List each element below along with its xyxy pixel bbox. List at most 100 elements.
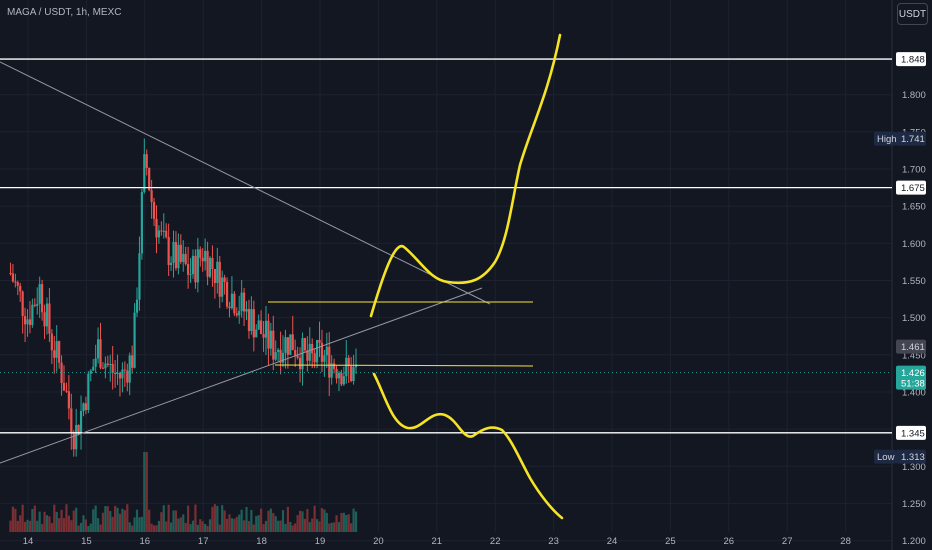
candle-body — [77, 425, 80, 434]
volume-bar — [333, 522, 336, 532]
y-tick-label: 1.800 — [902, 90, 926, 101]
volume-bar — [126, 504, 129, 532]
volume-bar — [99, 524, 102, 532]
volume-bar — [274, 516, 277, 532]
volume-bar — [179, 517, 182, 532]
candle-body — [157, 230, 161, 238]
volume-bar — [308, 522, 311, 532]
volume-bar — [96, 518, 100, 532]
candle-body — [123, 369, 126, 371]
volume-bar — [50, 523, 53, 532]
candle-body — [240, 292, 243, 312]
candle-body — [277, 349, 280, 353]
candle-body — [84, 403, 88, 411]
candle-body — [201, 257, 204, 262]
x-tick-label: 24 — [607, 536, 618, 547]
candle-body — [323, 355, 326, 362]
volume-bar — [294, 523, 297, 532]
candle-body — [23, 316, 27, 325]
x-tick-label: 22 — [490, 536, 501, 547]
volume-bar — [221, 505, 224, 532]
price-tag-value: 1.345 — [901, 428, 925, 439]
volume-bar — [213, 504, 216, 532]
candle-body — [345, 357, 348, 377]
candle-body — [281, 352, 285, 363]
volume-bar — [169, 522, 173, 532]
volume-bar — [281, 510, 285, 532]
candle-body — [33, 304, 36, 306]
volume-bar — [196, 524, 199, 532]
y-tick-label: 1.600 — [902, 239, 926, 250]
candle-body — [274, 352, 277, 360]
volume-bar — [79, 522, 83, 532]
candle-body — [303, 338, 307, 351]
volume-bar — [21, 504, 24, 532]
candle-body — [162, 230, 165, 232]
candle-body — [313, 353, 316, 363]
volume-bar — [187, 505, 190, 532]
candle-body — [260, 320, 263, 335]
candle-body — [216, 261, 219, 283]
candle-body — [72, 433, 75, 450]
volume-bar — [106, 506, 109, 532]
candle-body — [36, 303, 39, 306]
volume-bar — [291, 525, 294, 532]
volume-bar — [225, 518, 229, 532]
volume-bar — [311, 518, 314, 532]
candle-body — [342, 376, 345, 385]
candle-body — [50, 333, 53, 351]
volume-bar — [204, 523, 207, 532]
candle-body — [143, 154, 146, 193]
volume-bar — [36, 520, 39, 532]
volume-bar — [199, 519, 202, 532]
volume-bar — [298, 510, 302, 532]
candle-body — [16, 282, 19, 286]
candle-body — [184, 253, 187, 265]
x-tick-label: 27 — [782, 536, 793, 547]
candle-body — [325, 346, 328, 356]
x-tick-label: 17 — [198, 536, 209, 547]
volume-bar — [82, 515, 85, 532]
x-tick-label: 15 — [81, 536, 92, 547]
candle-body — [238, 311, 241, 316]
volume-bar — [238, 514, 241, 532]
volume-bar — [250, 509, 253, 532]
volume-bar — [116, 507, 119, 532]
candle-body — [114, 373, 117, 375]
x-tick-label: 14 — [23, 536, 34, 547]
volume-bar — [143, 452, 146, 532]
candle-body — [318, 339, 321, 343]
candle-body — [138, 253, 141, 300]
volume-bar — [350, 523, 353, 532]
candle-body — [150, 190, 153, 203]
volume-bar — [182, 514, 185, 532]
volume-bar — [352, 508, 355, 532]
volume-bar — [138, 517, 141, 532]
volume-bar — [33, 505, 36, 532]
currency-button[interactable]: USDT — [897, 3, 928, 25]
candle-body — [311, 343, 314, 354]
candle-body — [228, 306, 231, 309]
candle-body — [82, 403, 85, 412]
volume-bar — [87, 525, 90, 532]
candle-body — [335, 368, 338, 379]
volume-bar — [286, 506, 289, 532]
candle-body — [28, 319, 32, 325]
candle-body — [189, 274, 192, 276]
volume-bar — [303, 518, 307, 532]
volume-bar — [31, 508, 34, 532]
candle-body — [204, 250, 207, 262]
volume-bar — [155, 525, 158, 532]
volume-bar — [128, 522, 131, 532]
y-tick-label: 1.450 — [902, 350, 926, 361]
volume-bar — [279, 520, 282, 532]
volume-bar — [45, 515, 49, 532]
candle-body — [252, 309, 255, 338]
volume-bar — [269, 508, 272, 532]
candle-body — [70, 408, 73, 434]
candle-body — [333, 363, 336, 369]
volume-bar — [172, 510, 175, 532]
volume-bar — [301, 511, 304, 532]
candle-body — [45, 303, 49, 327]
